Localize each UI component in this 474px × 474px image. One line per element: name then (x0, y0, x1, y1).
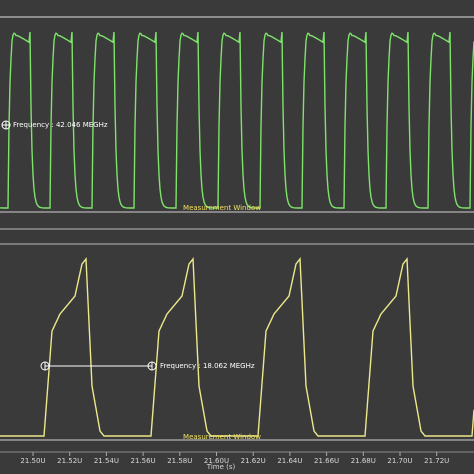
x-tick-label: 21.60U (204, 457, 229, 465)
x-tick-label: 21.50U (20, 457, 45, 465)
x-tick-label: 21.56U (131, 457, 156, 465)
window-label: Measurement Window (183, 204, 261, 212)
x-tick-label: 21.64U (277, 457, 302, 465)
x-tick-label: 21.66U (314, 457, 339, 465)
x-ticks: 21.50U 21.52U 21.54U 21.56U 21.58U 21.60U 21.6… (20, 452, 449, 465)
frequency-readout: Frequency : 42.046 MEGHz (13, 121, 108, 129)
x-tick-label: 21.52U (57, 457, 82, 465)
waveform-bottom (0, 257, 474, 437)
waveform-top (0, 31, 474, 209)
x-tick-label: 21.68U (351, 457, 376, 465)
x-tick-label: 21.54U (94, 457, 119, 465)
x-tick-label: 21.62U (241, 457, 266, 465)
x-tick-label: 21.70U (387, 457, 412, 465)
frequency-readout: Frequency : 18.062 MEGHz (160, 362, 255, 370)
x-axis-label: Time (s) (206, 463, 236, 471)
x-tick-label: 21.58U (167, 457, 192, 465)
x-tick-label: 21.72U (424, 457, 449, 465)
window-label: Measurement Window (183, 433, 261, 441)
